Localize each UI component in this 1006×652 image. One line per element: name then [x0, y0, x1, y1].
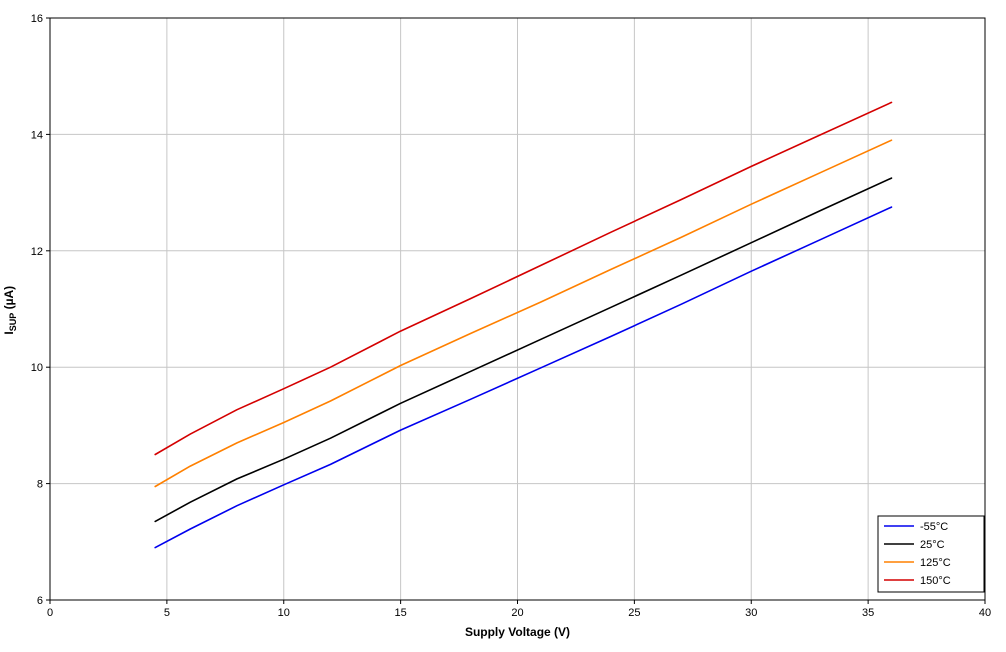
x-tick-label: 20 [511, 607, 523, 619]
x-tick-label: 15 [395, 607, 407, 619]
y-tick-label: 6 [37, 595, 43, 607]
legend-item: 25°C [884, 539, 945, 551]
x-tick-label: 40 [979, 607, 991, 619]
x-tick-label: 10 [278, 607, 290, 619]
x-tick-label: 35 [862, 607, 874, 619]
y-tick-label: 10 [31, 362, 43, 374]
x-tick-label: 5 [164, 607, 170, 619]
y-tick-label: 12 [31, 246, 43, 258]
x-tick-label: 25 [628, 607, 640, 619]
legend-label: 25°C [920, 539, 945, 551]
legend: -55°C 25°C 125°C 150°C [877, 515, 985, 593]
y-axis-title-sub: SUP [8, 312, 19, 332]
y-tick-label: 14 [31, 129, 43, 141]
legend-label: 125°C [920, 557, 951, 569]
legend-box [877, 515, 985, 593]
legend-label: -55°C [920, 521, 948, 533]
series-line--55C [154, 206, 893, 549]
legend-item: 125°C [884, 557, 951, 569]
legend-item: 150°C [884, 575, 951, 587]
y-tick-label: 8 [37, 479, 43, 491]
x-tick-label: 30 [745, 607, 757, 619]
series-line-150C [154, 101, 893, 456]
y-axis-title: ISUP (µA) [2, 240, 18, 380]
series-line-125C [154, 139, 893, 488]
x-tick-label: 0 [47, 607, 53, 619]
y-axis-title-main: I [1, 331, 16, 335]
y-tick-label: 16 [31, 13, 43, 25]
legend-label: 150°C [920, 575, 951, 587]
x-axis-title: Supply Voltage (V) [464, 625, 571, 639]
legend-item: -55°C [884, 521, 948, 533]
y-axis-title-unit: (µA) [1, 285, 16, 313]
series-line-25C [154, 177, 893, 523]
